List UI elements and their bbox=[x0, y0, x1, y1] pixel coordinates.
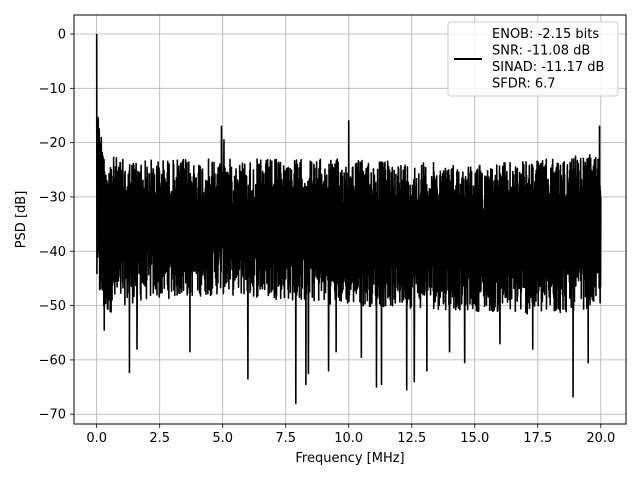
x-tick-label: 0.0 bbox=[86, 431, 107, 446]
y-axis-label: PSD [dB] bbox=[14, 191, 29, 249]
legend-box bbox=[447, 21, 619, 97]
y-tick-label: −20 bbox=[39, 136, 66, 151]
x-tick-label: 2.5 bbox=[149, 431, 170, 446]
x-tick-label: 10.0 bbox=[334, 431, 363, 446]
y-tick-label: −50 bbox=[39, 299, 66, 314]
legend-enob: ENOB: -2.15 bits bbox=[492, 27, 599, 42]
axis-ticks: 0.0 2.5 5.0 7.5 10.0 12.5 15.0 17.5 20.0 0 −10 −20 −… bbox=[39, 28, 616, 446]
legend-sinad: SINAD: -11.17 dB bbox=[492, 60, 604, 75]
x-tick-label: 5.0 bbox=[212, 431, 233, 446]
psd-trace bbox=[95, 34, 602, 405]
x-tick-label: 20.0 bbox=[586, 431, 615, 446]
y-tick-label: −70 bbox=[39, 408, 66, 423]
x-tick-label: 7.5 bbox=[275, 431, 296, 446]
y-tick-label: −30 bbox=[39, 190, 66, 205]
plot-area bbox=[95, 34, 602, 405]
y-tick-label: 0 bbox=[58, 28, 66, 43]
y-tick-label: −60 bbox=[39, 353, 66, 368]
x-axis-label: Frequency [MHz] bbox=[295, 451, 404, 466]
y-tick-label: −40 bbox=[39, 245, 66, 260]
axes-frame bbox=[73, 14, 627, 425]
legend-snr: SNR: -11.08 dB bbox=[492, 44, 590, 59]
x-tick-label: 15.0 bbox=[460, 431, 489, 446]
y-tick-label: −10 bbox=[39, 82, 66, 97]
x-tick-label: 17.5 bbox=[523, 431, 552, 446]
x-tick-label: 12.5 bbox=[397, 431, 426, 446]
legend: ENOB: -2.15 bits SNR: -11.08 dB SINAD: -… bbox=[447, 21, 619, 97]
legend-sfdr: SFDR: 6.7 bbox=[492, 77, 556, 92]
